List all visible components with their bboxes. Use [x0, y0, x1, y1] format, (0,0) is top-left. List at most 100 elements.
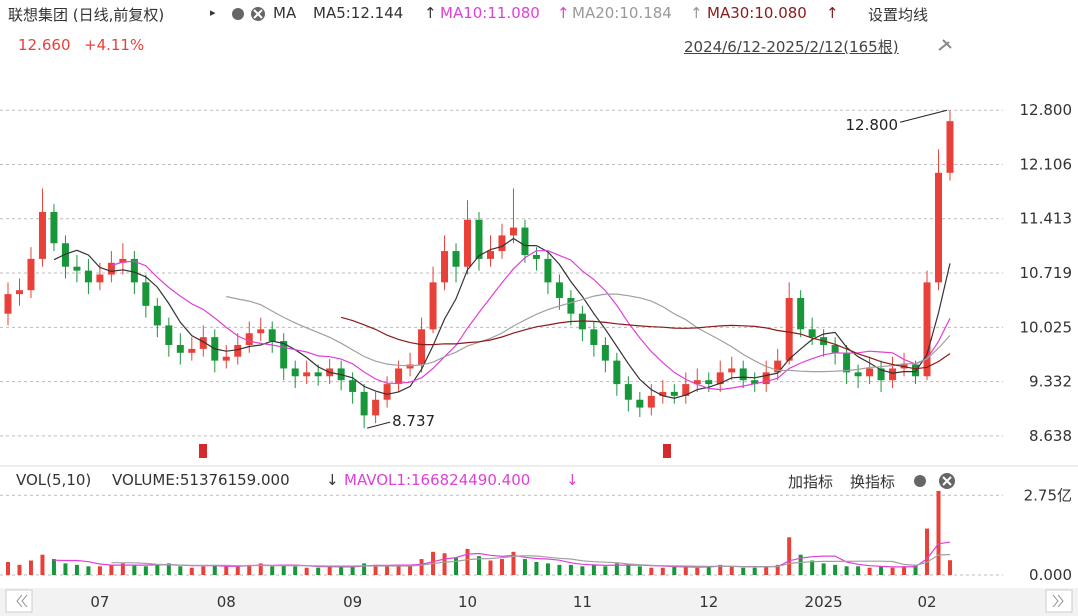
candle-body — [165, 325, 173, 345]
candle-body — [498, 235, 506, 252]
volume-bar — [385, 566, 390, 575]
volume-bar — [465, 548, 470, 575]
candle-body — [475, 219, 483, 259]
volume-bar — [833, 564, 838, 575]
volume-bar — [936, 490, 941, 575]
add-indicator[interactable]: 加指标 — [788, 473, 834, 491]
candle-body — [73, 266, 81, 271]
x-tick-label: 2025 — [805, 593, 843, 611]
volume-bar — [580, 566, 585, 575]
y-tick-label: 11.413 — [1020, 210, 1073, 228]
volume-bar — [293, 566, 298, 575]
candle-body — [452, 251, 460, 267]
volume-bar — [419, 559, 424, 575]
volume-bar — [775, 564, 780, 575]
ma30-arrow: ↑ — [826, 4, 839, 22]
volume-bar — [212, 564, 217, 575]
scroll-right-icon — [1052, 594, 1064, 608]
close-x — [253, 9, 263, 19]
candle-body — [291, 368, 299, 377]
max-arrow — [899, 109, 948, 123]
volume-bar — [729, 566, 734, 575]
gear-icon[interactable] — [232, 8, 244, 20]
scroll-left-icon — [16, 594, 28, 608]
candle-body — [532, 254, 540, 259]
min-label: 8.737 — [392, 412, 435, 430]
candle-body — [349, 380, 357, 392]
volume-bar — [603, 566, 608, 575]
volume-bar — [454, 557, 459, 575]
volume-bar — [63, 563, 68, 575]
volume-bar — [339, 566, 344, 575]
volume-bar — [591, 564, 596, 575]
volume-bar — [408, 566, 413, 575]
candle-body — [429, 282, 437, 330]
volume-bar — [51, 559, 56, 575]
candle-body — [877, 368, 885, 381]
date-range[interactable]: 2024/6/12-2025/2/12(165根) — [684, 38, 899, 56]
scroll-left[interactable] — [5, 589, 33, 613]
candle-body — [61, 243, 69, 267]
ma10-arrow: ↑ — [557, 4, 570, 22]
volume-bar — [396, 564, 401, 575]
candle-body — [912, 364, 920, 377]
volume-bar — [17, 564, 22, 575]
volume-bar — [706, 566, 711, 575]
candle-body — [27, 258, 35, 291]
candle-body — [774, 360, 782, 373]
price-change: +4.11% — [84, 36, 145, 54]
volume-bar — [132, 564, 137, 575]
candle-body — [636, 399, 644, 408]
pin-icon[interactable] — [938, 39, 952, 51]
ma-settings[interactable]: 设置均线 — [868, 6, 929, 24]
candle-body — [15, 290, 23, 295]
x-tick-label: 09 — [343, 593, 362, 611]
x-tick-label: 07 — [90, 593, 109, 611]
volume-bar — [764, 566, 769, 575]
volume-bar — [120, 563, 125, 575]
volume-bar — [752, 567, 757, 575]
scroll-right[interactable] — [1045, 589, 1073, 613]
candle-body — [257, 329, 265, 334]
y-tick-label: 8.638 — [1029, 427, 1072, 445]
gear-icon[interactable] — [914, 475, 926, 487]
volume-bar — [327, 566, 332, 575]
candle-body — [418, 329, 426, 365]
volume-bar — [626, 564, 631, 575]
volume-bar — [235, 566, 240, 575]
candle-body — [521, 227, 529, 255]
candle-body — [199, 337, 207, 349]
ma5-value: MA5:12.144 — [313, 4, 404, 22]
swap-indicator[interactable]: 换指标 — [850, 473, 896, 491]
volume-bar — [224, 566, 229, 575]
volume-bar — [201, 566, 206, 575]
x-tick-label: 02 — [917, 593, 936, 611]
volume-bar — [925, 528, 930, 575]
candle-body — [590, 329, 598, 345]
candle-body — [866, 368, 874, 377]
candle-body — [303, 372, 311, 377]
volume-bar — [810, 560, 815, 575]
vol-title: VOL(5,10) — [16, 471, 92, 489]
volume-bar — [166, 563, 171, 575]
candle-body — [751, 380, 759, 385]
volume-bar — [281, 564, 286, 575]
candle-body — [130, 258, 138, 283]
max-label: 12.800 — [846, 116, 899, 134]
mavol-value: MAVOL1:166824490.400 — [344, 471, 531, 489]
volume-bar — [879, 566, 884, 575]
candle-body — [188, 348, 196, 353]
volume-bar — [442, 553, 447, 575]
volume-bar — [511, 551, 516, 575]
expand-arrow[interactable]: ▸ — [210, 6, 216, 19]
candle-body — [360, 391, 368, 416]
volume-bar — [499, 559, 504, 575]
candle-body — [544, 258, 552, 283]
volume-bar — [913, 564, 918, 575]
ma-line — [340, 316, 951, 370]
candle-body — [935, 172, 943, 283]
min-arrow — [366, 421, 391, 429]
candle-body — [84, 270, 92, 283]
volume-bar — [672, 566, 677, 575]
ma5-arrow: ↑ — [424, 4, 437, 22]
